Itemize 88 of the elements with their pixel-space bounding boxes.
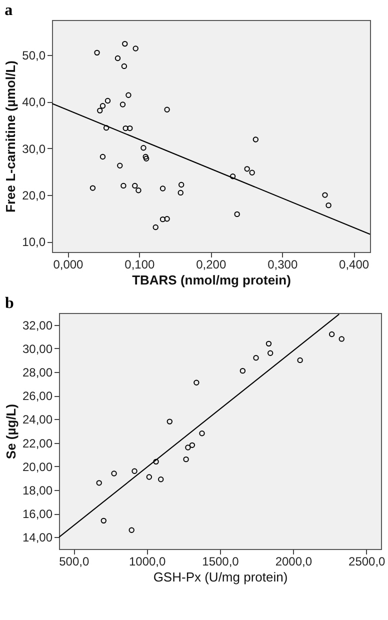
point	[120, 102, 126, 108]
y-tick-label: 16,00	[22, 507, 53, 522]
y-tick-label: 14,00	[22, 530, 53, 545]
point	[183, 456, 189, 462]
point	[268, 350, 274, 356]
point	[143, 156, 150, 162]
x-tick-label: 0,100	[124, 258, 156, 272]
point	[164, 106, 170, 112]
point	[178, 190, 184, 196]
y-axis-title: Free L-carnitine (µmol/L)	[3, 60, 18, 212]
y-tick-label: 40,0	[22, 95, 46, 110]
chart-title: b	[4, 295, 14, 312]
x-axis-title: GSH-Px (U/mg protein)	[153, 570, 288, 584]
point	[234, 211, 240, 218]
y-tick-label: 20,0	[22, 188, 46, 203]
point	[142, 154, 148, 160]
point	[152, 224, 158, 230]
point	[97, 108, 103, 114]
point	[199, 430, 205, 436]
point	[230, 174, 236, 180]
point	[153, 458, 159, 465]
x-axis-title: TBARS (nmol/mg protein)	[132, 272, 291, 288]
point	[328, 331, 335, 338]
point	[160, 216, 166, 222]
point	[338, 336, 344, 342]
point	[96, 480, 102, 486]
x-tick-label: 500,0	[59, 554, 90, 568]
point	[132, 468, 138, 474]
point	[90, 185, 96, 191]
point	[117, 162, 123, 168]
point	[100, 154, 106, 160]
point	[164, 216, 170, 222]
y-axis-title: Se (µg/L)	[3, 404, 18, 460]
x-tick-label: 0,300	[268, 258, 298, 272]
x-tick-label: 2500,0	[348, 554, 386, 568]
point	[114, 55, 121, 62]
point	[322, 192, 328, 198]
point	[103, 124, 110, 131]
y-tick-label: 24,00	[22, 412, 53, 427]
point	[266, 340, 272, 347]
x-tick-label: 0,200	[196, 258, 226, 272]
y-tick-label: 30,0	[22, 142, 46, 156]
point	[100, 103, 106, 109]
point	[185, 444, 191, 450]
point	[297, 357, 303, 364]
point	[140, 145, 146, 151]
point	[104, 98, 111, 104]
point	[132, 182, 138, 189]
point	[122, 40, 128, 47]
y-tick-label: 28,00	[22, 366, 53, 380]
point	[122, 125, 128, 132]
point	[120, 182, 126, 189]
point	[166, 418, 172, 424]
point	[249, 170, 255, 176]
point	[160, 186, 166, 192]
point	[121, 63, 128, 70]
y-tick-label: 18,00	[22, 484, 53, 498]
y-tick-label: 26,00	[22, 389, 53, 404]
x-tick-label: 2000,0	[275, 554, 312, 568]
y-tick-label: 20,00	[22, 460, 53, 474]
chart-title: a	[4, 2, 13, 19]
y-tick-label: 30,00	[22, 342, 53, 356]
point	[100, 518, 106, 524]
point	[194, 380, 200, 386]
y-tick-label: 22,00	[22, 436, 53, 450]
y-tick-label: 50,0	[22, 48, 46, 63]
point	[240, 368, 246, 374]
point	[127, 125, 133, 132]
point	[253, 355, 259, 361]
point	[158, 476, 164, 482]
point	[94, 50, 100, 56]
y-tick-label: 32,00	[22, 318, 53, 332]
point	[126, 92, 132, 98]
point	[128, 527, 134, 533]
point	[189, 442, 196, 448]
point	[132, 46, 138, 52]
point	[146, 474, 152, 480]
point	[252, 136, 259, 142]
x-tick-label: 1000,0	[128, 554, 166, 568]
x-tick-label: 0,000	[53, 258, 84, 272]
point	[326, 202, 332, 208]
point	[244, 166, 250, 172]
x-tick-label: 1500,0	[202, 554, 240, 568]
point	[136, 188, 142, 194]
point	[111, 470, 117, 476]
y-tick-label: 10,0	[22, 235, 46, 250]
x-tick-label: 0,400	[339, 258, 370, 272]
point	[178, 182, 184, 188]
